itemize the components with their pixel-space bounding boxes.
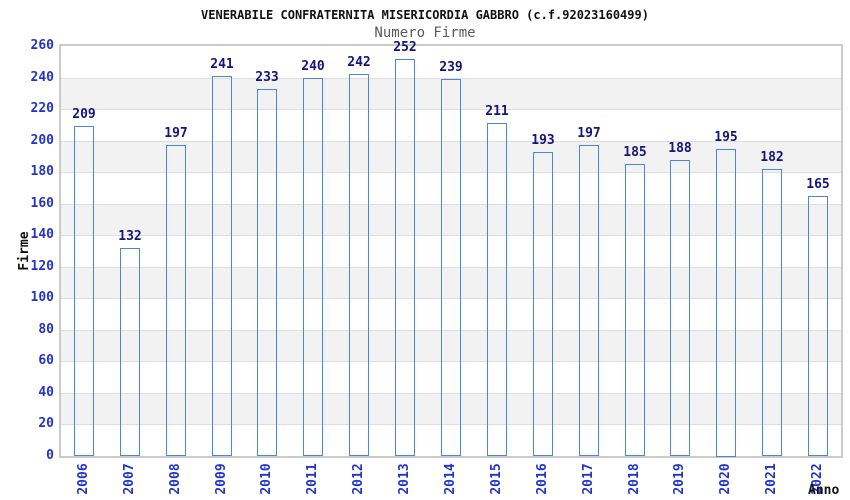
bar-value-label: 242 [347,55,371,70]
bar-value-label: 197 [164,126,188,141]
x-tick-label: 2020 [718,463,733,495]
y-tick-label: 260 [30,38,54,53]
x-tick-label: 2015 [489,463,504,495]
gridline [61,172,841,173]
bar-value-label: 252 [393,40,417,55]
bar [349,74,369,456]
plot-band [61,329,841,362]
y-tick-label: 0 [46,448,54,463]
bar [533,152,553,456]
x-tick-label: 2016 [535,463,550,495]
gridline [61,78,841,79]
bar [257,89,277,456]
y-axis-title: Firme [17,231,32,271]
y-tick-label: 80 [38,322,54,337]
bar-value-label: 197 [577,126,601,141]
bar [303,78,323,456]
chart-subtitle: Numero Firme [374,25,476,41]
y-tick-label: 140 [30,227,54,242]
x-tick-label: 2010 [259,463,274,495]
y-tick-label: 100 [30,290,54,305]
plot-band [61,203,841,236]
x-tick-label: 2019 [672,463,687,495]
gridline [61,393,841,394]
plot-band [61,172,841,204]
bar-value-label: 195 [714,130,738,145]
y-tick-label: 180 [30,164,54,179]
x-tick-label: 2007 [122,463,137,495]
gridline [61,235,841,236]
gridline [61,109,841,110]
x-tick-label: 2014 [443,463,458,495]
plot-band [61,424,841,456]
bar-value-label: 132 [118,229,142,244]
x-tick-label: 2008 [168,463,183,495]
bar-value-label: 241 [210,57,234,72]
bar-value-label: 240 [301,59,325,74]
gridline [61,330,841,331]
plot-band [61,235,841,267]
bar-value-label: 193 [531,133,555,148]
x-tick-label: 2018 [627,463,642,495]
gridline [61,361,841,362]
y-tick-label: 240 [30,70,54,85]
plot-band [61,298,841,330]
gridline [61,298,841,299]
bar [625,164,645,456]
plot-band [61,77,841,110]
bar [74,126,94,456]
bar-value-label: 209 [72,107,96,122]
bar [395,59,415,456]
bar [762,169,782,456]
bar [716,149,736,457]
bar [166,145,186,456]
bar-value-label: 182 [760,150,784,165]
bar [670,160,690,456]
gridline [61,141,841,142]
bar-value-label: 211 [485,104,509,119]
y-tick-label: 20 [38,416,54,431]
bar-value-label: 233 [255,70,279,85]
y-tick-label: 60 [38,353,54,368]
chart-title: VENERABILE CONFRATERNITA MISERICORDIA GA… [201,8,649,22]
plot-band [61,109,841,141]
x-axis-title: Anno [808,483,840,498]
bar [579,145,599,456]
x-tick-label: 2009 [214,463,229,495]
y-tick-label: 200 [30,133,54,148]
bar [120,248,140,456]
plot-band [61,140,841,173]
gridline [61,424,841,425]
gridline [61,267,841,268]
x-tick-label: 2011 [305,463,320,495]
y-tick-label: 120 [30,259,54,274]
plot-band [61,361,841,393]
x-tick-label: 2013 [397,463,412,495]
x-tick-label: 2017 [581,463,596,495]
gridline [61,204,841,205]
plot-band [61,46,841,78]
plot-area [59,44,843,458]
x-tick-label: 2012 [351,463,366,495]
bar [212,76,232,456]
y-tick-label: 220 [30,101,54,116]
bar [808,196,828,456]
bar-value-label: 188 [668,141,692,156]
bar-value-label: 185 [623,145,647,160]
bar [441,79,461,456]
y-tick-label: 160 [30,196,54,211]
bar-value-label: 239 [439,60,463,75]
bar-value-label: 165 [806,177,830,192]
x-tick-label: 2006 [76,463,91,495]
plot-band [61,266,841,299]
x-tick-label: 2021 [764,463,779,495]
plot-band [61,392,841,425]
bar [487,123,507,456]
y-tick-label: 40 [38,385,54,400]
